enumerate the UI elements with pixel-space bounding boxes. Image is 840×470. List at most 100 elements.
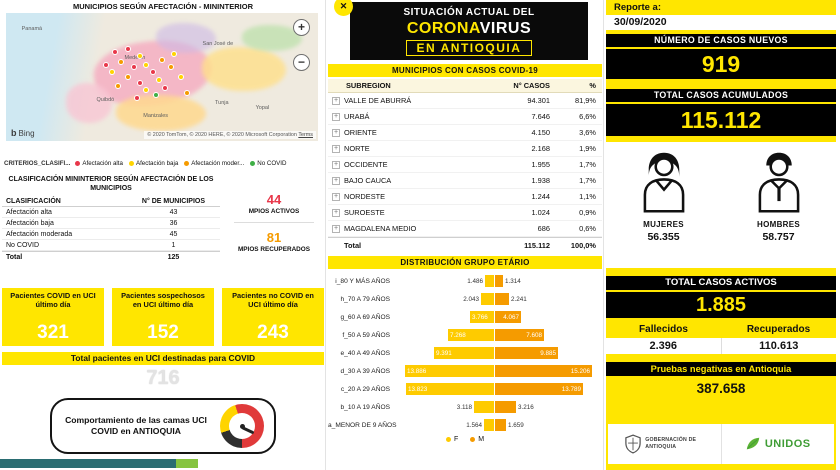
map-municipio-dot[interactable] (115, 83, 122, 90)
subregion-row[interactable]: + URABÁ 7.646 6,6% (328, 109, 602, 125)
gobernacion-logo: GOBERNACIÓN DE ANTIOQUIA (608, 424, 722, 464)
map-municipio-dot[interactable] (143, 61, 150, 68)
subregion-row[interactable]: + OCCIDENTE 1.955 1,7% (328, 157, 602, 173)
zoom-in-button[interactable]: + (293, 19, 310, 36)
subregion-row[interactable]: + SUROESTE 1.024 0,9% (328, 205, 602, 221)
male-bar[interactable] (495, 293, 509, 305)
page-tab-active[interactable] (176, 459, 198, 468)
age-group-row: c_20 A 29 AÑOS 13.823 13.789 (328, 380, 602, 398)
footer: GOBERNACIÓN DE ANTIOQUIA UNIDOS (608, 424, 834, 464)
leaf-icon (746, 437, 760, 450)
map-municipio-dot[interactable] (108, 69, 115, 76)
map-municipio-dot[interactable] (168, 64, 175, 71)
left-column: MUNICIPIOS SEGÚN AFECTACIÓN - MININTERIO… (0, 0, 326, 470)
chart-legend-item[interactable]: M (470, 436, 484, 443)
map-municipio-dot[interactable] (137, 79, 144, 86)
female-bar[interactable] (481, 293, 494, 305)
male-bar[interactable]: 4.067 (495, 311, 521, 323)
expand-icon[interactable]: + (332, 176, 340, 185)
classification-row[interactable]: No COVID 1 (2, 240, 220, 251)
subregion-cases: 94.301 (527, 96, 550, 105)
map-municipio-dot[interactable] (112, 48, 119, 55)
hombres-block: HOMBRES 58.757 (721, 142, 836, 268)
zoom-out-button[interactable]: − (293, 54, 310, 71)
map-municipio-dot[interactable] (155, 77, 162, 83)
map-municipio-dot[interactable] (158, 56, 165, 63)
expand-icon[interactable]: + (332, 96, 340, 105)
female-bar[interactable]: 9.391 (434, 347, 494, 359)
subregion-row[interactable]: + VALLE DE ABURRÁ 94.301 81,9% (328, 93, 602, 109)
subregion-row[interactable]: + ORIENTE 4.150 3,6% (328, 125, 602, 141)
map-municipio-dot[interactable] (152, 92, 159, 99)
map-place-label: Quibdó (96, 97, 115, 104)
female-bar[interactable]: 7.268 (448, 329, 494, 341)
chart-legend-item[interactable]: F (445, 436, 458, 443)
subregion-name: BAJO CAUCA (344, 176, 392, 185)
subregion-name: OCCIDENTE (344, 160, 388, 169)
uci-covid-value: 321 (37, 322, 69, 343)
map-municipio-dot[interactable] (133, 94, 140, 101)
map-municipio-dot[interactable] (177, 74, 184, 81)
map-municipio-dot[interactable] (149, 69, 156, 76)
female-bar[interactable] (474, 401, 494, 413)
situation-header: SITUACIÓN ACTUAL DEL CORONAVIRUS EN ANTI… (350, 2, 588, 60)
legend-prefix: CRITERIOS_CLASIFI... (4, 160, 71, 167)
age-group-row: i_80 Y MÁS AÑOS 1.486 1.314 (328, 272, 602, 290)
female-bar[interactable]: 13.823 (406, 383, 494, 395)
map-municipio-dot[interactable] (124, 74, 131, 81)
subregion-row[interactable]: + NORDESTE 1.244 1,1% (328, 189, 602, 205)
map-municipio-dot[interactable] (124, 46, 131, 53)
mpios-recuperados-label: MPIOS RECUPERADOS (237, 246, 311, 253)
mpios-activos-label: MPIOS ACTIVOS (248, 208, 300, 215)
subregion-row[interactable]: + BAJO CAUCA 1.938 1,7% (328, 173, 602, 189)
male-bar[interactable]: 15.206 (495, 365, 592, 377)
female-bar[interactable]: 13.886 (405, 365, 494, 377)
classification-title: CLASIFICACIÓN MININTERIOR SEGÚN AFECTACI… (8, 176, 214, 192)
map-municipio-dot[interactable] (118, 59, 125, 66)
map-municipio-dot[interactable] (102, 61, 109, 68)
female-bar-zone: 13.823 (394, 383, 495, 395)
classification-row[interactable]: Afectación alta 43 (2, 207, 220, 218)
male-bar[interactable]: 7.608 (495, 329, 544, 341)
casos-activos-label: TOTAL CASOS ACTIVOS (606, 276, 836, 290)
map-municipio-dot[interactable] (130, 64, 137, 71)
map-municipio-dot[interactable] (143, 87, 150, 94)
classification-row[interactable]: Afectación baja 36 (2, 218, 220, 229)
terms-link[interactable]: Terms (298, 132, 313, 138)
map-legend: CRITERIOS_CLASIFI... Afectación alta Afec… (4, 160, 324, 167)
map-municipio-dot[interactable] (183, 89, 190, 96)
age-group-label: e_40 A 49 AÑOS (340, 349, 391, 357)
chart-legend-label: M (478, 436, 485, 443)
expand-icon[interactable]: + (332, 144, 340, 153)
map-municipio-dot[interactable] (171, 51, 178, 58)
male-bar[interactable] (495, 401, 516, 413)
expand-icon[interactable]: + (332, 160, 340, 169)
male-bar[interactable] (495, 275, 503, 287)
classification-value: 45 (169, 230, 178, 238)
close-icon[interactable]: ✕ (334, 0, 353, 16)
female-bar[interactable]: 3.766 (470, 311, 494, 323)
expand-icon[interactable]: + (332, 112, 340, 121)
map-place-label: Manizales (143, 112, 169, 119)
female-bar[interactable] (485, 275, 494, 287)
male-bar[interactable]: 9.885 (495, 347, 558, 359)
bing-map[interactable]: Panamá Medellín Quibdó Manizales Tunja Yopal S… (6, 13, 318, 141)
expand-icon[interactable]: + (332, 224, 340, 233)
shield-icon (625, 434, 641, 454)
male-bar[interactable]: 13.789 (495, 383, 583, 395)
classification-value: 36 (169, 219, 178, 227)
subregion-row[interactable]: + MAGDALENA MEDIO 686 0,6% (328, 221, 602, 237)
subregion-row[interactable]: + NORTE 2.168 1,9% (328, 141, 602, 157)
expand-icon[interactable]: + (332, 128, 340, 137)
female-bar[interactable] (484, 419, 494, 431)
expand-icon[interactable]: + (332, 192, 340, 201)
uci-total-label: Total pacientes en UCI destinadas para C… (2, 352, 324, 365)
map-municipio-dot[interactable] (162, 84, 168, 91)
male-bar[interactable] (495, 419, 506, 431)
map-municipio-dot[interactable] (137, 52, 144, 59)
subregion-pct: 3,6% (579, 128, 596, 137)
expand-icon[interactable]: + (332, 208, 340, 217)
unidos-logo: UNIDOS (722, 424, 835, 464)
classification-row[interactable]: Afectación moderada 45 (2, 229, 220, 240)
page-tab-strip[interactable] (0, 459, 176, 468)
